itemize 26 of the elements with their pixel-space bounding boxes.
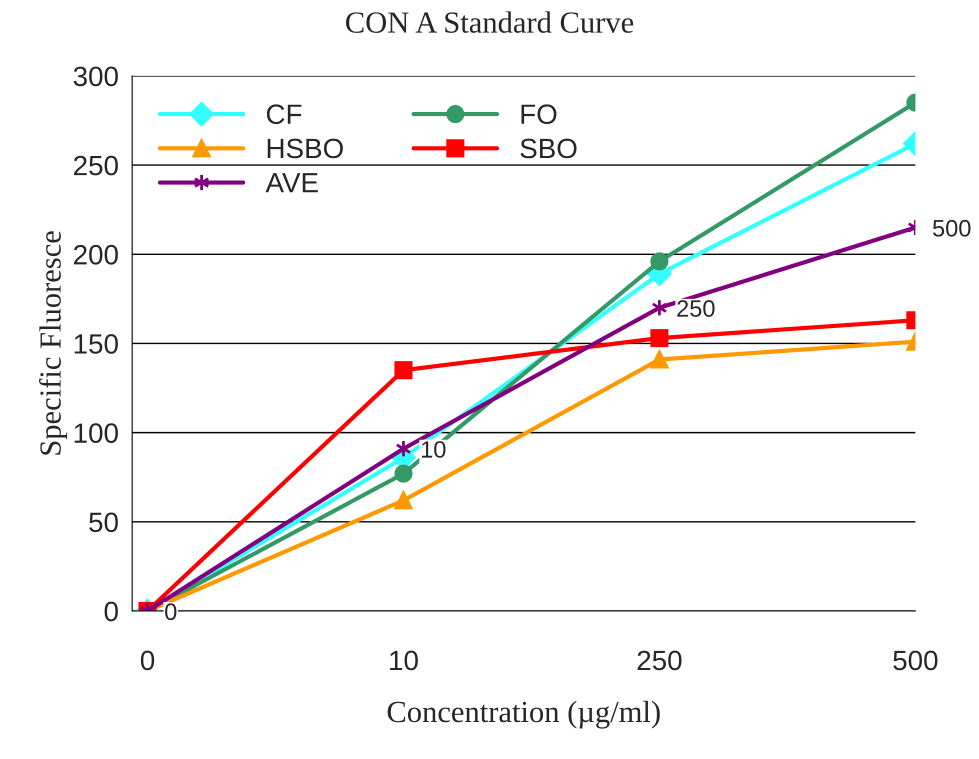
- chart-title: CON A Standard Curve: [346, 11, 634, 33]
- legend-label: FO: [522, 104, 556, 124]
- legend-label: CF: [266, 104, 302, 124]
- y-tick-label: 300: [74, 66, 118, 86]
- y-axis-title: Specific Fluoresce: [39, 231, 68, 455]
- annotation: 0: [165, 603, 176, 620]
- y-tick-label: 0: [104, 602, 118, 622]
- x-axis-title: Concentration (µg/ml): [388, 700, 660, 729]
- y-tick-label: 250: [74, 156, 118, 176]
- y-tick-label: 100: [74, 423, 118, 443]
- x-tick-label: 250: [638, 650, 682, 670]
- legend-label: AVE: [266, 173, 318, 192]
- y-tick-label: 150: [74, 334, 118, 354]
- annotation: 250: [677, 300, 715, 317]
- annotation: 500: [932, 220, 970, 237]
- y-tick-label: 200: [74, 244, 118, 265]
- x-tick-label: 500: [893, 650, 938, 670]
- legend-label: HSBO: [268, 138, 343, 158]
- point: [394, 361, 412, 380]
- x-tick-label: 10: [390, 650, 418, 670]
- legend-label: SBO: [520, 138, 577, 158]
- point: [394, 464, 412, 483]
- y-tick-label: 50: [89, 512, 118, 532]
- x-tick-label: 0: [140, 650, 154, 670]
- point: [394, 491, 412, 510]
- annotation: 10: [422, 441, 446, 458]
